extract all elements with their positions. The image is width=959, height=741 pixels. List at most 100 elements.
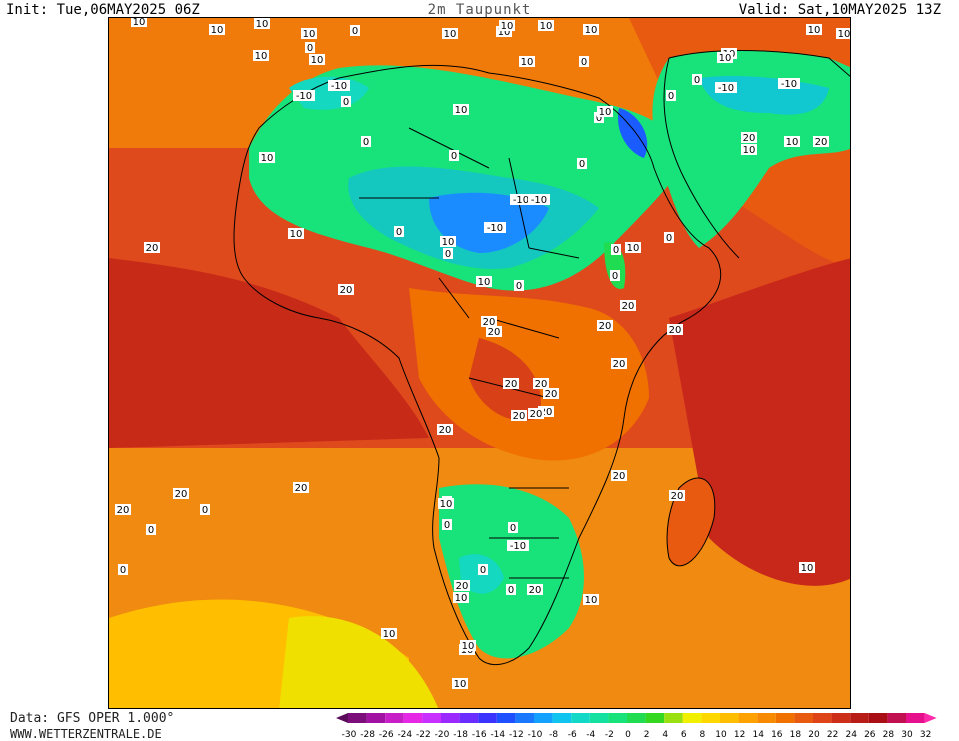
svg-text:10: 10 xyxy=(501,21,514,32)
svg-text:20: 20 xyxy=(529,585,542,596)
contour-value-label: 20 xyxy=(543,388,559,400)
svg-text:20: 20 xyxy=(175,489,188,500)
contour-value-label: 0 xyxy=(394,226,404,238)
svg-text:10: 10 xyxy=(719,53,732,64)
svg-text:10: 10 xyxy=(585,595,598,606)
svg-text:0: 0 xyxy=(579,159,585,170)
svg-text:10: 10 xyxy=(801,563,814,574)
dewpoint-map: 101010101010101010101010100100100-100-10… xyxy=(108,17,851,709)
svg-text:-10: -10 xyxy=(513,195,529,206)
contour-value-label: 0 xyxy=(361,136,371,148)
svg-text:0: 0 xyxy=(612,271,618,282)
contour-value-label: 20 xyxy=(813,136,829,148)
contour-value-label: 0 xyxy=(577,158,587,170)
legend-swatch xyxy=(571,713,590,723)
contour-value-label: -10 xyxy=(778,78,800,90)
valid-time-label: Valid: Sat,10MAY2025 13Z xyxy=(738,2,941,18)
svg-text:10: 10 xyxy=(786,137,799,148)
contour-value-label: -10 xyxy=(484,222,506,234)
svg-text:10: 10 xyxy=(440,499,453,510)
contour-value-label: 20 xyxy=(437,424,453,436)
svg-text:0: 0 xyxy=(581,57,587,68)
svg-text:10: 10 xyxy=(462,641,475,652)
svg-text:0: 0 xyxy=(352,26,358,37)
svg-text:10: 10 xyxy=(211,25,224,36)
contour-value-label: 0 xyxy=(146,524,156,536)
contour-value-label: 10 xyxy=(583,594,599,606)
svg-text:10: 10 xyxy=(383,629,396,640)
contour-value-label: 0 xyxy=(664,232,674,244)
svg-text:20: 20 xyxy=(599,321,612,332)
svg-text:-10: -10 xyxy=(331,81,347,92)
svg-text:10: 10 xyxy=(627,243,640,254)
contour-value-label: 10 xyxy=(784,136,800,148)
svg-text:0: 0 xyxy=(148,525,154,536)
contour-value-label: 10 xyxy=(254,18,270,30)
svg-text:0: 0 xyxy=(343,97,349,108)
svg-text:0: 0 xyxy=(694,75,700,86)
contour-value-label: 20 xyxy=(611,470,627,482)
legend-swatch xyxy=(422,713,441,723)
svg-text:0: 0 xyxy=(307,43,313,54)
legend-swatch xyxy=(459,713,479,723)
svg-text:-10: -10 xyxy=(781,79,797,90)
contour-value-label: 10 xyxy=(597,106,613,118)
legend-swatch xyxy=(850,713,869,723)
contour-value-label: 20 xyxy=(611,358,627,370)
legend-swatch xyxy=(794,713,813,723)
contour-value-label: 20 xyxy=(597,320,613,332)
contour-value-label: 20 xyxy=(115,504,131,516)
svg-text:20: 20 xyxy=(613,359,626,370)
contour-value-label: -10 xyxy=(528,194,550,206)
legend-swatch xyxy=(385,713,404,723)
svg-text:10: 10 xyxy=(599,107,612,118)
svg-text:10: 10 xyxy=(444,29,457,40)
contour-value-label: 20 xyxy=(503,378,519,390)
svg-text:10: 10 xyxy=(808,25,821,36)
legend-tick-label: -4 xyxy=(586,730,595,740)
contour-value-label: 10 xyxy=(453,592,469,604)
legend-swatch xyxy=(757,713,776,723)
legend-swatch xyxy=(887,713,906,723)
legend-swatch xyxy=(645,713,665,723)
map-title: 2m Taupunkt xyxy=(427,2,532,18)
contour-value-label: 10 xyxy=(309,54,325,66)
legend-tick-label: -10 xyxy=(528,730,543,740)
legend-tick-label: -26 xyxy=(379,730,394,740)
legend-tick-label: 0 xyxy=(625,730,631,740)
legend-swatch xyxy=(496,713,516,723)
legend-swatch xyxy=(478,713,497,723)
contour-value-label: 10 xyxy=(496,26,512,38)
svg-text:10: 10 xyxy=(303,29,316,40)
contour-value-label: 10 xyxy=(806,24,822,36)
contour-value-label: -10 xyxy=(715,82,737,94)
svg-text:-10: -10 xyxy=(510,541,526,552)
contour-value-label: 10 xyxy=(438,498,454,510)
svg-text:20: 20 xyxy=(622,301,635,312)
svg-text:10: 10 xyxy=(454,679,467,690)
contour-value-label: 0 xyxy=(350,25,360,37)
legend-tick-label: 14 xyxy=(752,730,764,740)
legend-tick-label: 4 xyxy=(662,730,668,740)
legend-swatch xyxy=(831,713,851,723)
contour-value-label: 0 xyxy=(506,584,516,596)
legend-tick-label: -22 xyxy=(416,730,431,740)
contour-value-label: 10 xyxy=(836,28,850,40)
contour-value-label: 10 xyxy=(717,52,733,64)
contour-value-label: 20 xyxy=(527,584,543,596)
legend-tick-label: -18 xyxy=(453,730,468,740)
legend-tick-label: 20 xyxy=(808,730,820,740)
svg-text:0: 0 xyxy=(120,565,126,576)
legend-swatch xyxy=(515,713,534,723)
svg-text:20: 20 xyxy=(117,505,130,516)
contour-value-label: 0 xyxy=(692,74,702,86)
contour-value-label: -10 xyxy=(293,90,315,102)
legend-swatch xyxy=(775,713,795,723)
svg-text:-10: -10 xyxy=(531,195,547,206)
legend-swatch xyxy=(403,713,423,723)
legend-tick-label: -20 xyxy=(435,730,450,740)
contour-value-label: 0 xyxy=(341,96,351,108)
legend-swatch xyxy=(720,713,739,723)
svg-text:20: 20 xyxy=(815,137,828,148)
init-time-label: Init: Tue,06MAY2025 06Z xyxy=(6,2,200,18)
